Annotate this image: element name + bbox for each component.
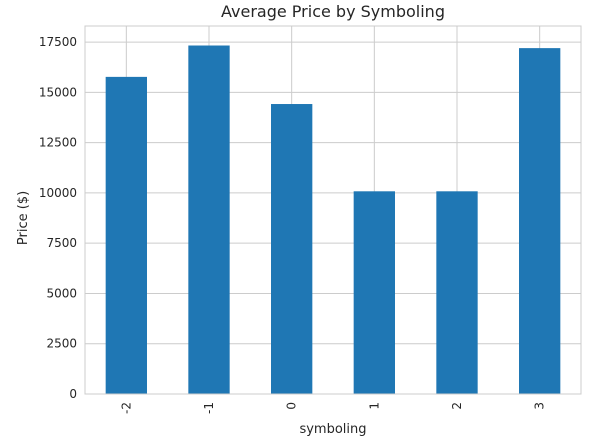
- x-tick-label: -2: [119, 402, 133, 414]
- bar--1: [188, 45, 230, 394]
- bar-2: [436, 191, 478, 394]
- y-tick-label: 10000: [39, 186, 77, 200]
- y-tick-label: 12500: [39, 136, 77, 150]
- y-axis-ticks: 0 2500 5000 7500 10000 12500 15000 17500: [39, 35, 77, 401]
- x-axis-label: symboling: [299, 422, 366, 437]
- x-tick-label: 2: [450, 402, 464, 410]
- y-tick-label: 0: [69, 387, 77, 401]
- chart-title: Average Price by Symboling: [221, 2, 445, 21]
- y-tick-label: 5000: [46, 286, 77, 300]
- bars: [105, 45, 561, 395]
- bar--2: [105, 76, 147, 395]
- x-tick-label: -1: [202, 402, 216, 414]
- y-tick-label: 17500: [39, 35, 77, 49]
- plot-frame: [84, 25, 582, 395]
- y-tick-label: 7500: [46, 236, 77, 250]
- x-tick-label: 0: [285, 402, 299, 410]
- bar-3: [519, 48, 561, 395]
- y-axis-label: Price ($): [16, 191, 31, 245]
- bar-0: [271, 104, 313, 394]
- gridlines: [85, 26, 581, 395]
- x-tick-label: 3: [533, 402, 547, 410]
- bar-1: [353, 191, 395, 394]
- x-tick-label: 1: [367, 402, 381, 410]
- y-tick-label: 2500: [46, 337, 77, 351]
- y-tick-label: 15000: [39, 85, 77, 99]
- x-axis-ticks: -2 -1 0 1 2 3: [119, 402, 546, 414]
